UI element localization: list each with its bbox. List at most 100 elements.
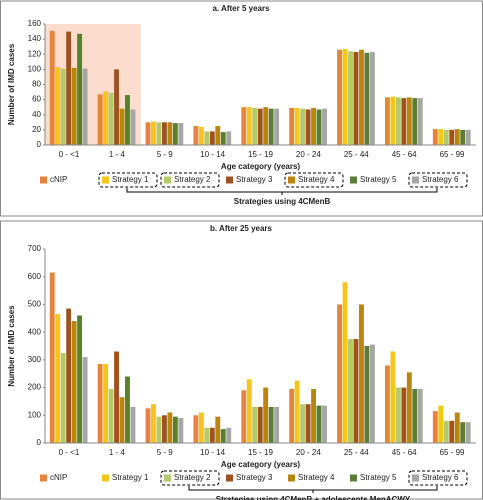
bar [369,51,375,146]
bar [119,108,125,145]
bar [432,411,438,443]
bar [454,412,460,443]
bar [460,129,466,145]
bar [342,282,348,443]
y-tick-label: 300 [28,355,42,364]
bar [454,129,460,145]
y-tick-label: 140 [28,34,42,43]
bar [406,97,412,145]
bar [432,129,438,145]
y-tick-label: 120 [28,49,42,58]
bar [268,406,274,443]
bar [103,91,109,145]
annotation: Strategies using 4CMenB + adolescents Me… [216,495,411,500]
legend-label: Strategy 5 [360,175,397,184]
legend-box [98,172,158,188]
bar [438,129,444,145]
legend-swatch [350,474,357,482]
bar [289,107,295,145]
x-tick-label: 20 - 24 [296,448,321,457]
bar [311,107,316,145]
legend-label: Strategy 4 [298,175,335,184]
legend-swatch [164,474,171,482]
x-tick-label: 25 - 44 [344,150,369,159]
bar [226,427,232,443]
bar [156,416,162,443]
bar [417,98,423,145]
y-tick-label: 0 [37,438,42,447]
x-axis-title: Age category (years) [221,162,300,171]
bar [406,372,412,443]
bar [156,122,162,145]
bar [60,68,66,145]
bar [322,405,327,443]
legend-label: Strategy 3 [236,175,273,184]
bracket [188,486,438,493]
legend-swatch [226,176,233,184]
bar [220,429,226,443]
bar [71,321,77,443]
bar [300,108,306,145]
bar [204,131,210,145]
legend-swatch [102,474,109,482]
bar [55,67,61,145]
bar [167,122,173,145]
bar [215,416,221,443]
bar [55,314,61,443]
bar [390,96,396,145]
x-tick-label: 10 - 14 [200,448,225,457]
bar [77,315,83,443]
bar [220,132,226,145]
legend-label: cNIP [50,175,67,184]
legend-swatch [164,176,171,184]
x-tick-label: 20 - 24 [296,150,321,159]
bar [274,406,280,443]
x-tick-label: 45 - 64 [392,448,417,457]
bar [305,109,311,145]
legend-swatch [102,176,109,184]
bar [257,108,263,145]
bar [119,397,125,443]
bar [241,390,247,443]
bar [49,30,55,145]
y-tick-label: 20 [32,125,41,134]
x-tick-label: 0 - <1 [59,150,80,159]
bar [151,121,156,145]
y-axis-title: Number of IMD cases [7,43,16,125]
bar [66,308,72,443]
bar [172,416,178,443]
bar [449,420,455,443]
bar [49,272,55,443]
bar [151,404,156,443]
bar [348,339,353,443]
bar [215,126,221,145]
bar [353,339,359,443]
legend-swatch [412,176,419,184]
bar [401,98,407,145]
bar [465,129,471,145]
legend-label: Strategy 4 [298,473,335,482]
x-tick-label: 25 - 44 [344,448,369,457]
bar [385,365,390,443]
bar [246,379,252,443]
panel-title: b. After 25 years [210,224,273,233]
bar [226,131,232,145]
bar [342,48,348,145]
bar [178,123,184,145]
bar [209,427,215,443]
bar [268,108,274,145]
legend-box [160,470,220,486]
bar [460,422,466,443]
legend-swatch [40,474,47,482]
y-tick-label: 700 [28,244,42,253]
x-tick-label: 45 - 64 [392,150,417,159]
bar [289,388,295,443]
bar [178,418,184,443]
legend-box [160,172,220,188]
bar [294,380,300,443]
bar [82,357,88,443]
bar [395,387,401,443]
y-tick-label: 100 [28,410,42,419]
legend-label: Strategy 5 [360,473,397,482]
